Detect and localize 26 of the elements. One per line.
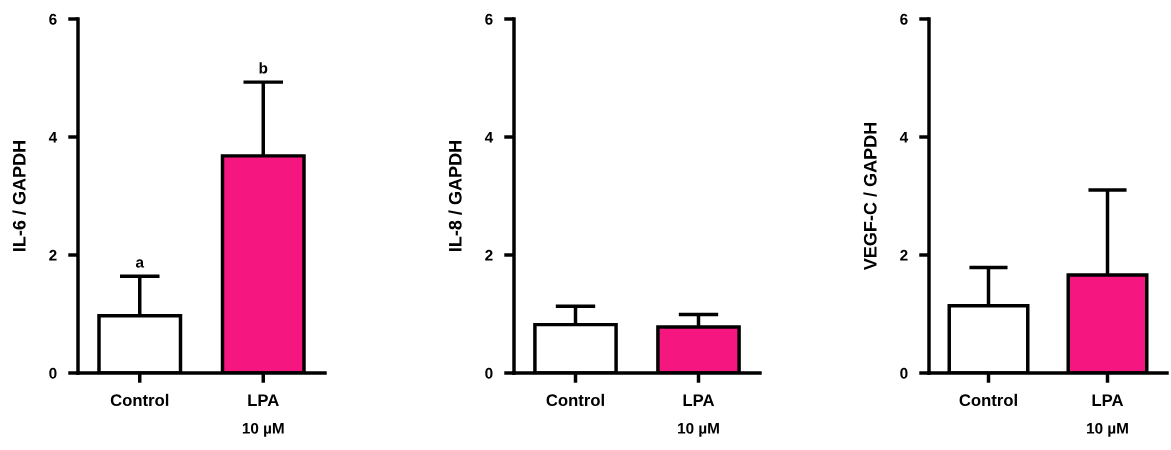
y-tick-label: 0: [485, 367, 493, 379]
x-tick-label: LPA: [683, 394, 715, 406]
x-axis-title: 10 µM: [678, 422, 719, 437]
x-tick-label: Control: [110, 393, 169, 407]
y-tick-label: 0: [900, 367, 908, 379]
y-axis-title: IL-8 / GAPDH: [448, 141, 462, 251]
y-tick-label: 2: [900, 249, 908, 261]
y-tick-label: 4: [484, 132, 494, 143]
y-tick-label: 0: [49, 367, 57, 379]
y-tick-label: 2: [485, 249, 493, 261]
x-axis-title: 10 µM: [242, 422, 284, 437]
y-tick-label: 6: [485, 13, 493, 25]
annotation: b: [259, 62, 268, 74]
annotation: a: [135, 259, 145, 268]
y-tick-label: 4: [899, 132, 909, 143]
y-tick-label: 6: [49, 13, 57, 25]
x-tick-label: Control: [546, 393, 604, 407]
y-tick-label: 4: [48, 132, 58, 143]
x-tick-label: LPA: [1092, 394, 1124, 406]
x-tick-label: LPA: [248, 394, 279, 406]
y-tick-label: 6: [900, 13, 908, 25]
y-axis-title: VEGF-C / GAPDH: [863, 122, 877, 271]
x-tick-label: Control: [959, 393, 1017, 407]
y-tick-label: 2: [49, 249, 57, 261]
y-axis-title: IL-6 / GAPDH: [12, 141, 26, 251]
x-axis-title: 10 µM: [1087, 422, 1128, 437]
